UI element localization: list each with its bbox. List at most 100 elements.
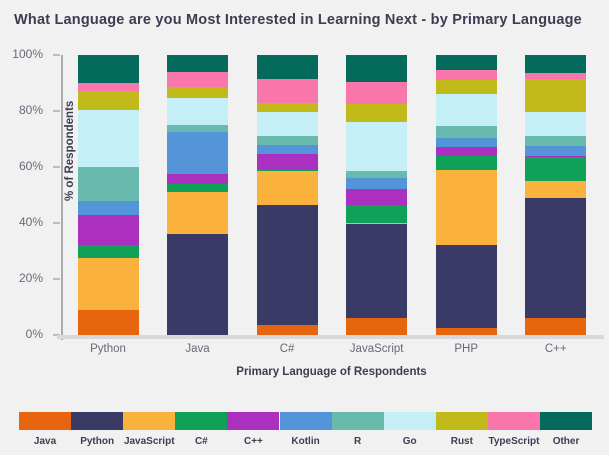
segment-r[interactable] (77, 167, 139, 201)
segment-python[interactable] (167, 234, 229, 335)
segment-javascript[interactable] (167, 192, 229, 235)
legend-item-rust[interactable]: Rust (435, 412, 488, 447)
segment-c[interactable] (525, 155, 587, 158)
segment-other[interactable] (167, 55, 229, 72)
legend-item-r[interactable]: R (331, 412, 384, 447)
segment-go[interactable] (346, 122, 408, 172)
segment-rust[interactable] (525, 78, 587, 113)
bar-php[interactable] (435, 55, 497, 335)
bar-java[interactable] (167, 55, 229, 335)
legend-swatch[interactable] (279, 412, 332, 430)
legend-item-java[interactable]: Java (19, 412, 72, 447)
segment-javascript[interactable] (77, 258, 139, 310)
legend-swatch[interactable] (175, 412, 228, 430)
legend-swatch[interactable] (383, 412, 436, 430)
segment-go[interactable] (77, 109, 139, 168)
segment-typescript[interactable] (167, 71, 229, 88)
legend-swatch[interactable] (71, 412, 124, 430)
x-tick-label: Python (90, 343, 126, 355)
legend-swatch[interactable] (123, 412, 176, 430)
segment-java[interactable] (525, 318, 587, 335)
segment-kotlin[interactable] (256, 144, 318, 155)
bar-python[interactable] (77, 55, 139, 335)
segment-r[interactable] (256, 136, 318, 145)
bar-javascript[interactable] (346, 55, 408, 335)
segment-java[interactable] (77, 309, 139, 335)
segment-javascript[interactable] (435, 169, 497, 246)
segment-rust[interactable] (435, 80, 497, 95)
segment-javascript[interactable] (525, 181, 587, 198)
segment-kotlin[interactable] (167, 132, 229, 175)
segment-other[interactable] (256, 55, 318, 79)
segment-rust[interactable] (256, 102, 318, 113)
segment-typescript[interactable] (256, 78, 318, 103)
x-axis-title: Primary Language of Respondents (236, 366, 427, 378)
segment-kotlin[interactable] (525, 146, 587, 156)
segment-c[interactable] (256, 154, 318, 170)
legend-item-kotlin[interactable]: Kotlin (279, 412, 332, 447)
segment-python[interactable] (256, 204, 318, 326)
segment-python[interactable] (435, 245, 497, 328)
segment-r[interactable] (167, 125, 229, 133)
legend-label: C# (194, 436, 208, 447)
segment-java[interactable] (435, 328, 497, 335)
segment-rust[interactable] (167, 87, 229, 99)
segment-python[interactable] (346, 224, 408, 319)
segment-go[interactable] (525, 112, 587, 137)
segment-c[interactable] (435, 155, 497, 170)
segment-javascript[interactable] (346, 223, 408, 225)
segment-java[interactable] (346, 318, 408, 335)
legend-item-python[interactable]: Python (71, 412, 124, 447)
segment-rust[interactable] (346, 104, 408, 123)
segment-python[interactable] (525, 197, 587, 319)
segment-other[interactable] (435, 55, 497, 71)
segment-c[interactable] (167, 174, 229, 184)
segment-rust[interactable] (77, 91, 139, 110)
legend-item-javascript[interactable]: JavaScript (123, 412, 176, 447)
segment-c[interactable] (256, 169, 318, 172)
segment-c[interactable] (346, 189, 408, 205)
segment-r[interactable] (525, 136, 587, 147)
y-tick-mark (53, 334, 60, 336)
segment-c[interactable] (525, 157, 587, 182)
legend-item-c[interactable]: C++ (227, 412, 280, 447)
bar-c[interactable] (525, 55, 587, 335)
segment-go[interactable] (167, 98, 229, 126)
segment-go[interactable] (256, 112, 318, 137)
segment-other[interactable] (525, 55, 587, 74)
legend-label: Kotlin (291, 436, 320, 447)
segment-kotlin[interactable] (435, 137, 497, 148)
segment-other[interactable] (77, 55, 139, 84)
legend-swatch[interactable] (487, 412, 540, 430)
plot-area: 0% 20% 40% 60% 80% 100% (12, 47, 600, 341)
segment-r[interactable] (346, 171, 408, 179)
segment-javascript[interactable] (256, 171, 318, 205)
segment-c[interactable] (77, 245, 139, 259)
segment-c[interactable] (346, 204, 408, 224)
segment-typescript[interactable] (346, 81, 408, 105)
legend-swatch[interactable] (331, 412, 384, 430)
segment-kotlin[interactable] (77, 200, 139, 215)
legend-item-typescript[interactable]: TypeScript (487, 412, 540, 447)
segment-other[interactable] (346, 55, 408, 82)
segment-go[interactable] (435, 94, 497, 127)
segment-typescript[interactable] (77, 83, 139, 92)
x-tick-label: C++ (544, 343, 567, 355)
segment-kotlin[interactable] (346, 178, 408, 190)
segment-typescript[interactable] (435, 70, 497, 81)
segment-c[interactable] (77, 214, 139, 246)
legend-item-go[interactable]: Go (383, 412, 436, 447)
legend-swatch[interactable] (19, 412, 72, 430)
segment-java[interactable] (256, 325, 318, 335)
segment-typescript[interactable] (525, 73, 587, 79)
segment-r[interactable] (435, 126, 497, 138)
legend-swatch[interactable] (435, 412, 488, 430)
legend-item-other[interactable]: Other (540, 412, 593, 447)
segment-c[interactable] (435, 147, 497, 156)
bar-c[interactable] (256, 55, 318, 335)
legend-swatch[interactable] (227, 412, 280, 430)
legend-swatch[interactable] (540, 412, 593, 430)
segment-c[interactable] (167, 183, 229, 193)
legend-item-c[interactable]: C# (175, 412, 228, 447)
